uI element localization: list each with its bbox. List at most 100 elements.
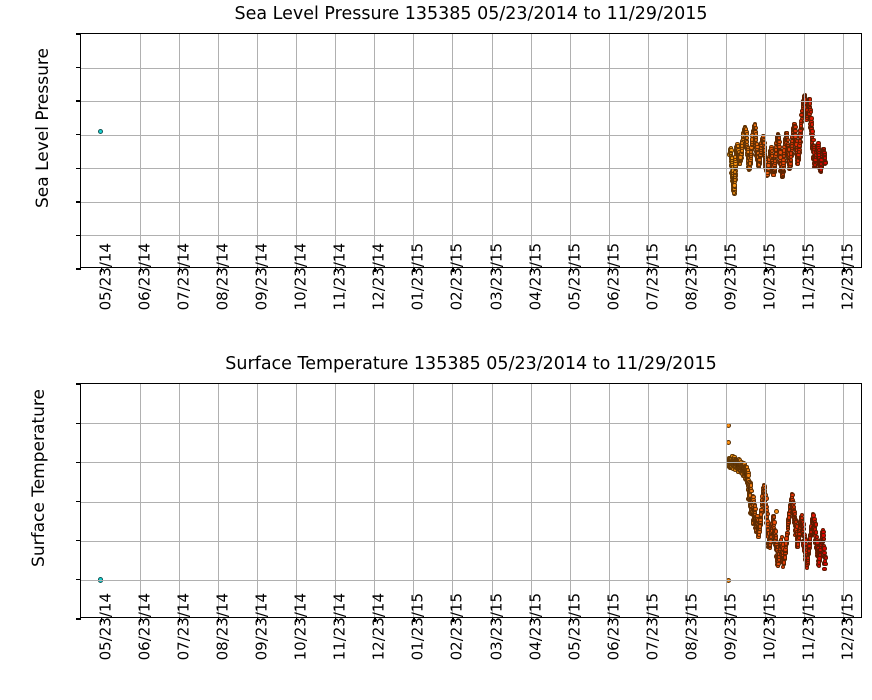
x-tick-label: 07/23/14 [174, 593, 193, 661]
data-point [772, 520, 777, 525]
data-point [788, 151, 794, 156]
gridline-vertical [530, 34, 532, 267]
x-tick-label: 08/23/15 [682, 593, 701, 661]
data-point [737, 161, 742, 166]
y-tick-mark [76, 383, 81, 385]
x-tick-label: 08/23/14 [213, 593, 232, 661]
gridline-vertical [296, 384, 298, 617]
gridline-vertical [647, 384, 649, 617]
gridline-vertical [413, 384, 415, 617]
x-tick-label: 05/23/14 [96, 593, 115, 661]
data-point [738, 155, 743, 160]
data-point [795, 542, 801, 547]
x-tick-label: 09/23/15 [721, 243, 740, 311]
gridline-vertical [374, 384, 376, 617]
data-point [822, 566, 827, 572]
x-tick-label: 03/23/15 [487, 243, 506, 311]
chart-title-temperature: Surface Temperature 135385 05/23/2014 to… [225, 354, 717, 374]
x-tick-label: 06/23/15 [604, 593, 623, 661]
data-point [773, 529, 779, 534]
gridline-vertical [413, 34, 415, 267]
y-tick-mark [76, 33, 81, 35]
y-tick-mark [76, 66, 81, 69]
gridline-vertical [256, 384, 258, 617]
x-tick-label: 11/23/15 [799, 593, 818, 661]
gridline-vertical [217, 34, 219, 267]
x-tick-label: 08/23/15 [682, 243, 701, 311]
data-point [784, 532, 790, 537]
y-axis-label-temperature: Surface Temperature [29, 389, 49, 567]
gridline-vertical [374, 34, 376, 267]
x-tick-label: 10/23/14 [291, 243, 310, 311]
data-point [749, 488, 754, 494]
gridline-vertical [726, 34, 728, 267]
x-tick-label: 10/23/15 [760, 593, 779, 661]
data-point [757, 157, 762, 163]
x-tick-label: 04/23/15 [526, 243, 545, 311]
data-point [790, 492, 795, 498]
gridline-vertical [765, 384, 767, 617]
x-tick-label: 09/23/14 [252, 243, 271, 311]
y-tick-mark [76, 618, 81, 620]
gridline-vertical [335, 34, 337, 267]
gridline-vertical [804, 34, 806, 267]
data-point [771, 514, 777, 520]
gridline-horizontal [81, 235, 861, 237]
gridline-vertical [687, 34, 689, 267]
gridline-horizontal [81, 67, 861, 69]
data-point [758, 517, 763, 522]
data-point [792, 511, 798, 517]
gridline-horizontal [81, 201, 861, 203]
y-tick-mark [76, 540, 81, 542]
x-tick-label: 10/23/15 [760, 243, 779, 311]
gridline-horizontal [81, 462, 861, 464]
gridline-vertical [843, 34, 845, 267]
x-tick-label: 12/23/14 [369, 593, 388, 661]
y-tick-mark [76, 461, 81, 463]
gridline-vertical [804, 384, 806, 617]
x-tick-label: 07/23/15 [643, 243, 662, 311]
y-tick-mark [76, 167, 81, 169]
x-tick-label: 12/23/15 [838, 593, 857, 661]
x-tick-label: 09/23/14 [252, 593, 271, 661]
data-point [97, 128, 104, 135]
x-tick-label: 06/23/14 [135, 243, 154, 311]
gridline-horizontal [81, 134, 861, 136]
data-point [782, 555, 787, 560]
y-tick-mark [76, 234, 81, 237]
panel-surface-temperature: Surface Temperature 135385 05/23/2014 to… [0, 350, 872, 700]
gridline-horizontal [81, 579, 861, 581]
gridline-vertical [569, 34, 571, 267]
data-point [779, 534, 784, 540]
gridline-vertical [178, 34, 180, 267]
data-point [785, 137, 791, 142]
x-tick-label: 06/23/14 [135, 593, 154, 661]
x-tick-label: 09/23/15 [721, 593, 740, 661]
data-point [823, 555, 828, 561]
x-tick-label: 01/23/15 [408, 593, 427, 661]
data-point [783, 541, 789, 546]
data-point [739, 140, 745, 146]
y-tick-mark [76, 500, 81, 503]
x-tick-label: 12/23/14 [369, 243, 388, 311]
data-point [796, 149, 801, 154]
y-tick-mark [76, 134, 81, 136]
plot-area-pressure [76, 33, 862, 272]
x-tick-label: 02/23/15 [447, 593, 466, 661]
x-tick-label: 11/23/14 [330, 243, 349, 311]
data-point [772, 158, 778, 163]
data-point [797, 138, 802, 143]
x-tick-label: 04/23/15 [526, 593, 545, 661]
x-tick-label: 06/23/15 [604, 243, 623, 311]
gridline-vertical [843, 384, 845, 617]
gridline-vertical [530, 384, 532, 617]
gridline-horizontal [81, 423, 861, 425]
data-layer-pressure [81, 34, 861, 267]
x-tick-label: 05/23/15 [565, 593, 584, 661]
x-tick-label: 10/23/14 [291, 593, 310, 661]
data-point [807, 543, 812, 548]
gridline-vertical [256, 34, 258, 267]
gridline-vertical [687, 384, 689, 617]
gridline-vertical [647, 34, 649, 267]
